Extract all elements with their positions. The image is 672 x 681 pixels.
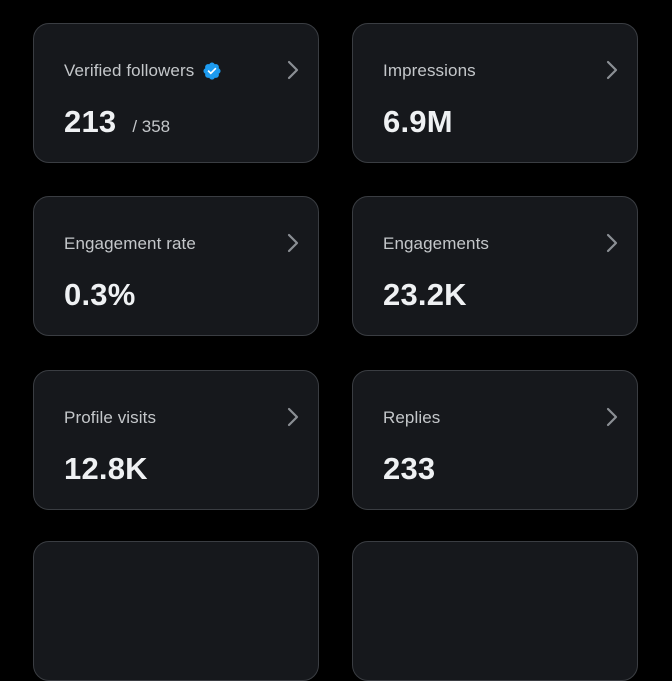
metric-card-partial[interactable]: [33, 541, 319, 681]
metric-card-engagement-rate[interactable]: Engagement rate 0.3%: [33, 196, 319, 336]
chevron-right-icon: [603, 58, 623, 82]
chevron-right-icon: [603, 231, 623, 255]
metric-value: 213: [64, 104, 117, 139]
metric-label: Impressions: [383, 61, 476, 80]
metric-card-engagements[interactable]: Engagements 23.2K: [352, 196, 638, 336]
metric-label: Verified followers: [64, 61, 195, 80]
metric-card-profile-visits[interactable]: Profile visits 12.8K: [33, 370, 319, 510]
chevron-right-icon: [284, 58, 304, 82]
metric-label: Replies: [383, 408, 441, 427]
chevron-right-icon: [603, 405, 623, 429]
metric-value-row: 213 / 358: [64, 104, 170, 140]
metric-label-row: Replies: [383, 407, 440, 429]
metric-label-row: Verified followers: [64, 60, 222, 82]
metric-value: 12.8K: [64, 451, 148, 486]
metric-label-row: Profile visits: [64, 407, 156, 429]
metric-card-partial[interactable]: [352, 541, 638, 681]
metric-value: 0.3%: [64, 277, 136, 312]
chevron-right-icon: [284, 405, 304, 429]
chevron-right-icon: [284, 231, 304, 255]
metric-card-replies[interactable]: Replies 233: [352, 370, 638, 510]
metric-label-row: Engagement rate: [64, 233, 196, 255]
metric-label: Engagements: [383, 234, 490, 253]
metric-value-row: 23.2K: [383, 277, 467, 313]
metric-card-verified-followers[interactable]: Verified followers 213 / 358: [33, 23, 319, 163]
metric-value-row: 12.8K: [64, 451, 148, 487]
metric-value-row: 0.3%: [64, 277, 135, 313]
metric-total: / 358: [132, 117, 171, 136]
metric-label-row: Impressions: [383, 60, 476, 82]
metric-label-row: Engagements: [383, 233, 489, 255]
metric-value: 23.2K: [383, 277, 467, 312]
metric-label: Profile visits: [64, 408, 157, 427]
metric-value: 233: [383, 451, 436, 486]
metric-card-impressions[interactable]: Impressions 6.9M: [352, 23, 638, 163]
verified-badge-icon: [202, 61, 222, 81]
metric-label: Engagement rate: [64, 234, 196, 253]
metric-value-row: 6.9M: [383, 104, 453, 140]
metric-value: 6.9M: [383, 104, 453, 139]
metric-value-row: 233: [383, 451, 435, 487]
